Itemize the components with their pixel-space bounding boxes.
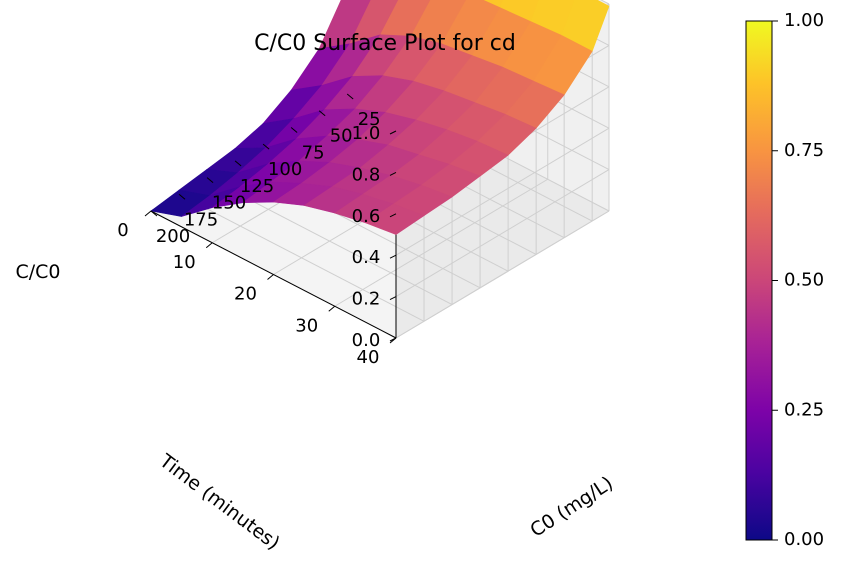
c0-tick-mark: [178, 193, 186, 200]
z-tick-label: 0.0: [352, 330, 381, 351]
grid-line-z: [395, 169, 610, 298]
c0-tick-mark: [150, 210, 158, 217]
time-tick-mark: [205, 242, 213, 249]
time-tick-mark: [144, 210, 152, 217]
time-tick-mark: [267, 274, 274, 280]
surface-mesh: [150, 0, 610, 235]
z-tick-label: 0.8: [352, 164, 381, 185]
c0-tick-mark: [290, 127, 298, 133]
x-axis-label: Time (minutes): [155, 449, 284, 554]
time-tick-label: 30: [295, 315, 318, 336]
c0-tick-label: 25: [358, 109, 381, 130]
grid-line-time: [334, 178, 549, 307]
z-tick-mark: [389, 213, 397, 218]
c0-tick-mark: [262, 143, 270, 150]
c0-tick-label: 125: [240, 176, 274, 197]
colorbar: 0.00 0.25 0.50 0.75 1.00: [745, 10, 824, 550]
colorbar-tick-label: 0.25: [784, 399, 824, 420]
z-tick-label: 1.0: [352, 123, 381, 144]
time-tick-mark: [328, 305, 336, 312]
grid-line-z: [395, 210, 610, 339]
time-tick-label: 10: [173, 252, 196, 273]
c0-tick-mark: [346, 93, 354, 100]
c0-tick-label: 75: [302, 142, 325, 163]
colorbar-tick-label: 0.50: [784, 270, 824, 291]
colorbar-ticks: 0.00 0.25 0.50 0.75 1.00: [772, 10, 824, 550]
z-tick-mark: [389, 337, 397, 342]
c0-tick-mark: [318, 110, 326, 117]
z-tick-mark: [389, 130, 397, 135]
z-tick-mark: [389, 296, 397, 301]
c0-tick-label: 100: [268, 159, 302, 180]
z-tick-label: 0.2: [352, 289, 381, 310]
time-tick-label: 0: [117, 220, 128, 241]
c0-tick-label: 175: [184, 209, 218, 230]
z-tick-label: 0.6: [352, 206, 381, 227]
colorbar-gradient: [745, 20, 773, 541]
colorbar-tick-label: 0.75: [784, 140, 824, 161]
y-axis-label: C0 (mg/L): [526, 472, 617, 542]
c0-tick-mark: [234, 160, 242, 167]
grid-line-z: [395, 127, 610, 256]
colorbar-tick-label: 0.00: [784, 529, 824, 550]
z-tick-label: 0.4: [352, 247, 381, 268]
z-tick-mark: [389, 254, 397, 259]
surface-patch: [364, 203, 425, 235]
c0-tick-label: 150: [212, 193, 246, 214]
c0-tick-label: 200: [156, 226, 190, 247]
c0-tick-mark: [206, 177, 214, 183]
grid-line-c0: [178, 193, 425, 322]
chart-title: C/C0 Surface Plot for cd: [254, 31, 516, 56]
time-tick-label: 40: [357, 347, 380, 368]
z-axis-label: C/C0: [15, 261, 60, 283]
z-tick-mark: [389, 171, 397, 176]
c0-tick-label: 50: [330, 126, 353, 147]
time-tick-label: 20: [234, 284, 257, 305]
colorbar-tick-label: 1.00: [784, 10, 824, 31]
